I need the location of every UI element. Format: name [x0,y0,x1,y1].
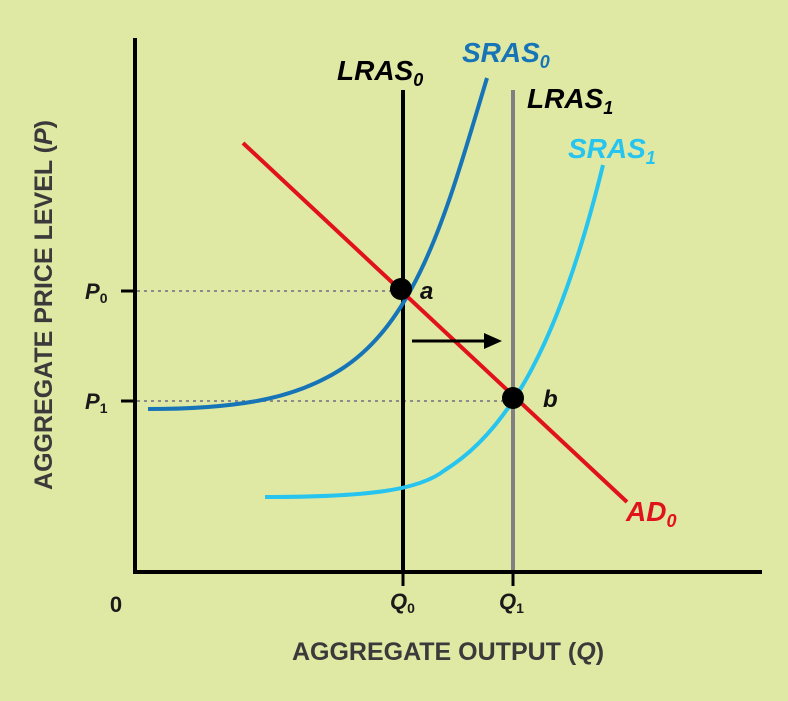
lras1-label: LRAS1 [527,83,613,118]
p0-label: P0 [85,279,108,306]
sras1-label: SRAS1 [568,133,656,168]
lras0-label: LRAS0 [337,55,423,90]
x-axis-title: AGGREGATE OUTPUT (Q) [292,638,604,666]
point-b-label: b [543,386,558,413]
p1-label: P1 [85,389,108,416]
ad0-label: AD0 [625,496,676,531]
sras0-curve [147,77,489,411]
y-axis-title: AGGREGATE PRICE LEVEL (P) [30,120,58,490]
q0-label: Q0 [390,589,415,616]
point-a-label: a [420,278,433,305]
origin-label: 0 [110,592,122,617]
point-a-marker [390,278,412,300]
sras0-label: SRAS0 [462,37,550,72]
shift-arrow-icon [484,333,502,349]
ad0-line [241,141,629,504]
sras1-curve [264,164,605,499]
q1-label: Q1 [499,589,524,616]
point-b-marker [502,387,524,409]
